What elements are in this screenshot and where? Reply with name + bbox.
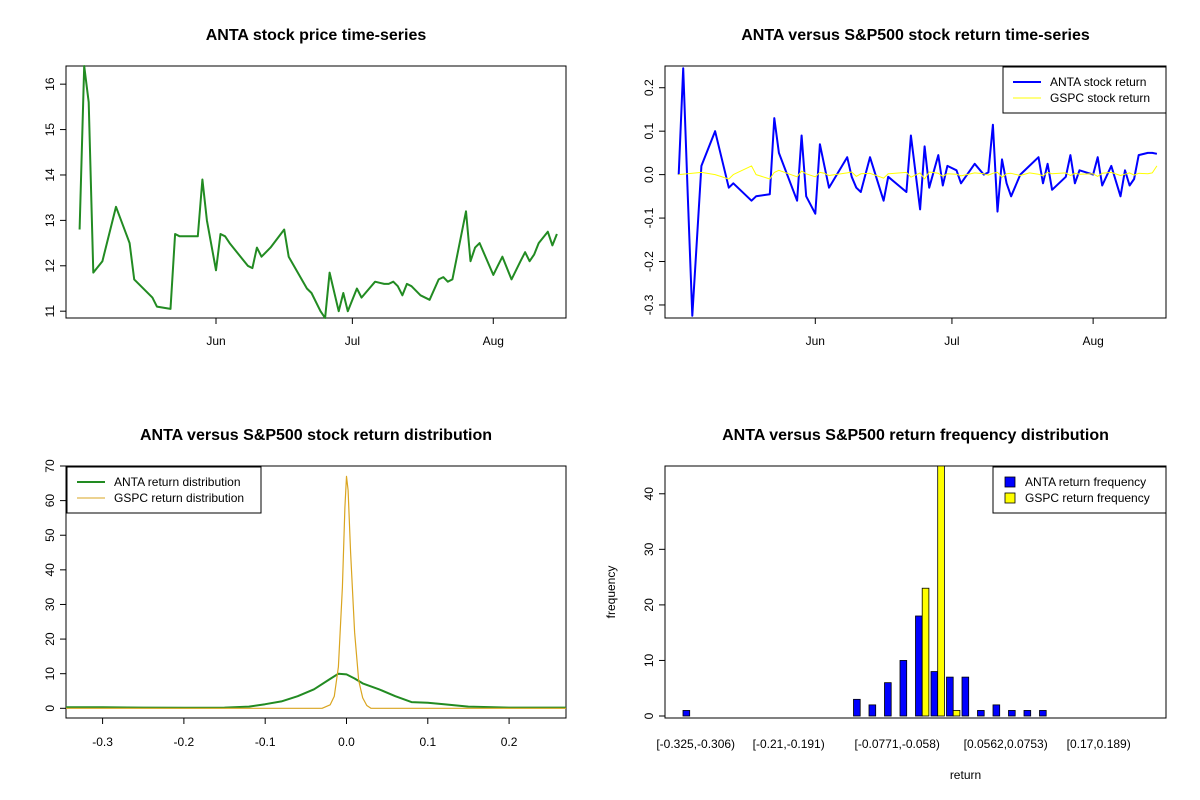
x-tick-label: Jun <box>806 334 825 348</box>
y-tick-label: 0.0 <box>642 166 656 183</box>
series-line-1 <box>66 672 566 709</box>
y-tick-label: 40 <box>43 563 57 577</box>
bar-2-16 <box>937 465 945 717</box>
legend-label-2: GSPC return distribution <box>114 491 244 505</box>
legend-label-1: ANTA return distribution <box>114 475 241 489</box>
legend-swatch-1 <box>1004 476 1016 488</box>
y-tick-label: 14 <box>43 168 57 182</box>
series-line-2 <box>66 475 566 709</box>
y-tick-label: 70 <box>43 459 57 473</box>
x-tick-label: [0.0562,0.0753) <box>964 737 1048 751</box>
x-tick-label: [0.17,0.189) <box>1067 737 1131 751</box>
x-tick-label: [-0.325,-0.306) <box>656 737 735 751</box>
legend-box <box>992 466 1167 514</box>
bar-1-11 <box>853 698 861 717</box>
y-axis-label: frequency <box>604 566 618 619</box>
bar-1-0 <box>682 710 691 717</box>
y-tick-label: 20 <box>43 632 57 646</box>
x-tick-label: -0.3 <box>92 735 113 749</box>
chart-title: ANTA stock price time-series <box>206 27 427 44</box>
y-tick-label: 12 <box>43 259 57 273</box>
y-tick-label: 15 <box>43 123 57 137</box>
legend-box <box>1002 66 1167 114</box>
plot-frame <box>664 65 1167 319</box>
bar-1-12 <box>868 704 877 717</box>
chart-title: ANTA versus S&P500 stock return distribu… <box>140 427 492 444</box>
y-tick-label: 20 <box>642 598 656 612</box>
x-axis-label: return <box>950 768 981 782</box>
legend-label-1: ANTA stock return <box>1050 75 1146 89</box>
bar-1-15 <box>915 615 923 717</box>
x-tick-label: Aug <box>483 334 504 348</box>
y-tick-label: 0.1 <box>642 123 656 140</box>
legend-label-2: GSPC return frequency <box>1025 491 1150 505</box>
y-tick-label: 0.2 <box>642 79 656 96</box>
x-tick-label: [-0.21,-0.191) <box>753 737 825 751</box>
bar-2-17 <box>952 710 961 717</box>
x-tick-label: 0.0 <box>338 735 355 749</box>
legend-label-1: ANTA return frequency <box>1025 475 1146 489</box>
series-line-2 <box>678 165 1158 180</box>
bar-1-21 <box>1008 710 1016 717</box>
bar-1-18 <box>961 676 970 717</box>
x-tick-label: 0.1 <box>419 735 436 749</box>
x-tick-label: Jul <box>345 334 360 348</box>
series-line-1 <box>78 65 558 319</box>
y-tick-label: -0.2 <box>642 251 656 272</box>
bar-1-17 <box>946 676 954 717</box>
x-tick-label: Aug <box>1082 334 1103 348</box>
plot-frame <box>65 465 567 719</box>
y-tick-label: 60 <box>43 494 57 508</box>
y-tick-label: 10 <box>43 667 57 681</box>
y-tick-label: 30 <box>642 542 656 556</box>
bar-1-14 <box>899 660 908 717</box>
y-tick-label: 0 <box>43 705 57 712</box>
x-tick-label: -0.2 <box>174 735 195 749</box>
x-tick-label: -0.1 <box>255 735 276 749</box>
chart-title: ANTA versus S&P500 stock return time-ser… <box>741 27 1090 44</box>
x-tick-label: 0.2 <box>501 735 518 749</box>
y-tick-label: 0 <box>642 712 656 719</box>
x-tick-label: Jul <box>944 334 959 348</box>
bar-1-23 <box>1039 710 1047 717</box>
bar-1-16 <box>930 671 939 717</box>
chart-title: ANTA versus S&P500 return frequency dist… <box>722 427 1109 444</box>
x-tick-label: [-0.0771,-0.058) <box>855 737 940 751</box>
bar-1-19 <box>977 710 985 717</box>
y-tick-label: 10 <box>642 653 656 667</box>
y-tick-label: 13 <box>43 213 57 227</box>
x-tick-label: Jun <box>206 334 225 348</box>
y-tick-label: -0.1 <box>642 207 656 228</box>
y-tick-label: 16 <box>43 77 57 91</box>
legend-label-2: GSPC stock return <box>1050 91 1150 105</box>
y-tick-label: 30 <box>43 597 57 611</box>
y-tick-label: -0.3 <box>642 294 656 315</box>
plot-frame <box>65 65 567 319</box>
plot-frame <box>664 465 1167 719</box>
y-tick-label: 40 <box>642 487 656 501</box>
y-tick-label: 50 <box>43 528 57 542</box>
bar-2-15 <box>921 587 930 717</box>
legend-box <box>66 466 262 514</box>
bar-1-20 <box>992 704 1001 717</box>
legend-swatch-2 <box>1004 492 1016 504</box>
bar-1-13 <box>884 682 892 717</box>
bar-1-22 <box>1023 710 1032 717</box>
y-tick-label: 11 <box>43 305 57 318</box>
series-line-1 <box>677 67 1158 317</box>
